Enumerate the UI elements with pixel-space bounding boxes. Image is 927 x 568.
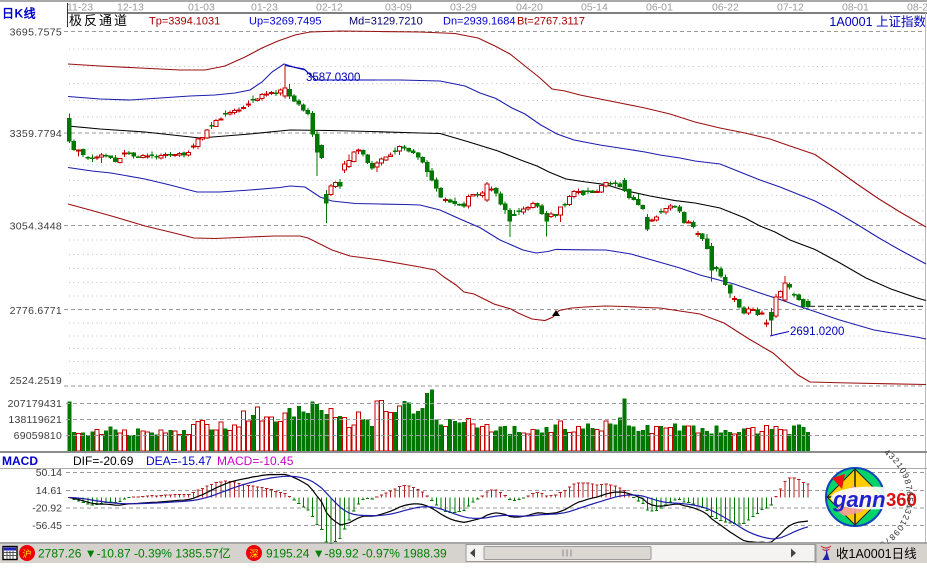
svg-text:08-01: 08-01 (842, 2, 869, 14)
svg-text:Md=3129.7210: Md=3129.7210 (349, 16, 423, 28)
svg-text:MACD=-10.45: MACD=-10.45 (217, 454, 294, 468)
svg-text:-20.92: -20.92 (32, 502, 62, 514)
svg-text:01-03: 01-03 (188, 2, 215, 14)
svg-text:极反通道: 极反通道 (69, 13, 129, 28)
svg-text:12-13: 12-13 (117, 2, 144, 14)
svg-text:06-01: 06-01 (646, 2, 673, 14)
svg-text:Dn=2939.1684: Dn=2939.1684 (443, 16, 515, 28)
svg-text:Up=3269.7495: Up=3269.7495 (249, 16, 321, 28)
svg-text:207179431: 207179431 (8, 398, 62, 410)
svg-text:07-12: 07-12 (777, 2, 804, 14)
svg-text:69059810: 69059810 (14, 430, 62, 442)
svg-text:50.14: 50.14 (36, 467, 62, 479)
svg-text:深: 深 (249, 549, 258, 559)
svg-text:DEA=-15.47: DEA=-15.47 (146, 454, 212, 468)
svg-text:14.61: 14.61 (36, 485, 62, 497)
svg-text:2787.26 ▼-10.87 -0.39% 1385.57: 2787.26 ▼-10.87 -0.39% 1385.57亿 (38, 546, 231, 561)
svg-text:Bt=2767.3117: Bt=2767.3117 (517, 16, 585, 28)
svg-text:03-09: 03-09 (385, 2, 412, 14)
svg-text:138119621: 138119621 (8, 414, 62, 426)
svg-text:9195.24 ▼-89.92 -0.97% 1988.39: 9195.24 ▼-89.92 -0.97% 1988.39 (266, 547, 447, 561)
svg-text:沪: 沪 (22, 548, 31, 559)
svg-text:DIF=-20.69: DIF=-20.69 (73, 454, 134, 468)
svg-text:MACD: MACD (2, 454, 38, 468)
svg-text:1A0001 上证指数: 1A0001 上证指数 (829, 14, 926, 29)
svg-text:3359.7794: 3359.7794 (10, 128, 62, 140)
svg-text:03-29: 03-29 (450, 2, 477, 14)
svg-text:04-20: 04-20 (516, 2, 543, 14)
svg-text:06-22: 06-22 (712, 2, 739, 14)
svg-text:3695.7575: 3695.7575 (10, 27, 62, 39)
svg-text:2776.6771: 2776.6771 (10, 305, 62, 317)
svg-text:日K线: 日K线 (2, 6, 36, 21)
svg-text:01-23: 01-23 (251, 2, 278, 14)
svg-text:08-21: 08-21 (907, 2, 927, 14)
svg-text:2691.0200: 2691.0200 (790, 326, 844, 338)
svg-text:收1A0001日线: 收1A0001日线 (836, 547, 917, 561)
svg-text:02-12: 02-12 (316, 2, 343, 14)
svg-text:Tp=3394.1031: Tp=3394.1031 (149, 16, 220, 28)
svg-text:360: 360 (886, 489, 917, 510)
svg-text:05-14: 05-14 (581, 2, 608, 14)
svg-text:gann: gann (832, 487, 886, 512)
svg-text:11-23: 11-23 (67, 2, 93, 14)
svg-text:3054.3448: 3054.3448 (10, 221, 62, 233)
svg-text:2524.2519: 2524.2519 (10, 375, 62, 387)
svg-text:3587.0300: 3587.0300 (306, 72, 360, 84)
svg-text:-56.45: -56.45 (32, 520, 62, 532)
